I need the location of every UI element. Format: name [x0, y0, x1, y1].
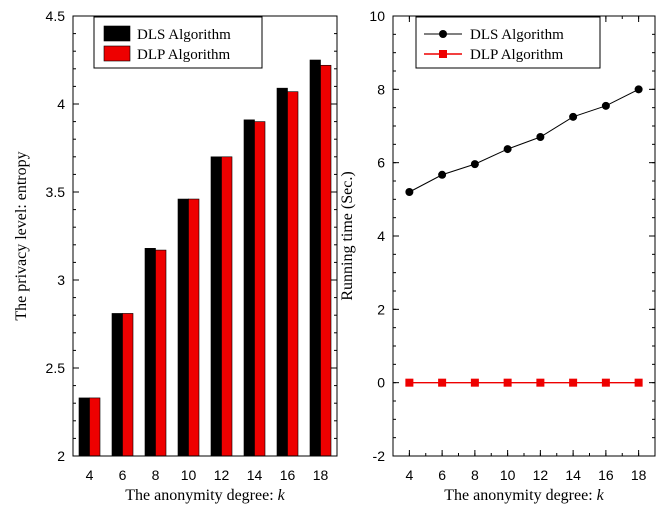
- right-y-tick-label: -2: [373, 448, 386, 464]
- left-x-axis-label-main: The anonymity degree:: [125, 487, 277, 504]
- left-plot-frame: [72, 15, 338, 457]
- left-y-tick-label: 2.5: [46, 360, 66, 376]
- legend-marker-dlp: [439, 50, 447, 58]
- bar-dlp-k14: [254, 121, 266, 457]
- right-y-tick-label: 2: [377, 301, 385, 317]
- left-x-tick-label: 14: [247, 467, 263, 483]
- right-plot-frame: [392, 15, 656, 457]
- right-y-tick-label: 10: [369, 8, 385, 24]
- point-dlp-k6: [438, 378, 447, 387]
- bar-dls-k10: [177, 198, 189, 457]
- bar-dls-k18: [309, 59, 321, 457]
- right-x-tick-label: 4: [405, 467, 413, 483]
- left-y-tick-label: 3.5: [46, 184, 66, 200]
- series-line-dls: [409, 88, 639, 193]
- left-y-axis-ticks: 2 2.5 3 3.5 4 4.5: [46, 8, 337, 464]
- right-x-tick-label: 14: [565, 467, 581, 483]
- bar-dlp-k16: [287, 91, 299, 457]
- legend-label-dlp: DLP Algorithm: [137, 47, 231, 63]
- left-x-axis-label: The anonymity degree: k: [125, 487, 285, 504]
- bar-dls-k16: [276, 87, 288, 457]
- point-dls-k12: [536, 133, 545, 141]
- point-dls-k14: [569, 112, 578, 121]
- legend-swatch-dlp: [103, 45, 131, 62]
- right-x-tick-label: 6: [438, 467, 446, 483]
- running-time-line-chart: -2 0 2 4 6 8 10 4 6 8 10 12 14 16 18 The anonymity de…: [339, 8, 656, 504]
- bar-group: [78, 59, 332, 457]
- bar-dlp-k4: [89, 397, 101, 457]
- bar-dlp-k12: [221, 156, 233, 457]
- right-y-axis-label: Running time (Sec.): [339, 171, 356, 300]
- point-dls-k8: [470, 160, 479, 169]
- point-dls-k6: [438, 170, 447, 179]
- point-dls-k4: [405, 188, 414, 196]
- right-y-tick-label: 6: [377, 155, 385, 171]
- point-dls-k18: [634, 85, 643, 94]
- right-x-axis-label-var: k: [597, 487, 605, 504]
- left-x-tick-label: 6: [119, 467, 127, 483]
- legend-label-dls: DLS Algorithm: [470, 27, 564, 43]
- left-y-tick-label: 4: [57, 96, 65, 112]
- left-y-axis-label: The privacy level: entropy: [13, 151, 30, 320]
- right-y-tick-label: 8: [377, 81, 385, 97]
- right-x-axis-label-main: The anonymity degree:: [444, 487, 596, 504]
- left-x-tick-label: 4: [86, 467, 94, 483]
- point-dls-k16: [601, 101, 610, 110]
- point-dlp-k12: [536, 378, 545, 387]
- right-x-tick-label: 16: [598, 467, 614, 483]
- legend-label-dlp: DLP Algorithm: [470, 47, 564, 63]
- bar-dls-k12: [210, 156, 222, 457]
- right-x-axis-label: The anonymity degree: k: [444, 487, 604, 504]
- bar-dls-k14: [243, 119, 255, 457]
- bar-dlp-k10: [188, 198, 200, 457]
- left-x-axis-ticks: 4 6 8 10 12 14 16 18: [86, 467, 329, 483]
- left-x-tick-label: 8: [152, 467, 160, 483]
- right-y-tick-label: 0: [377, 375, 385, 391]
- point-dlp-k8: [470, 378, 479, 387]
- legend-marker-dls: [439, 30, 447, 38]
- bar-dlp-k18: [320, 64, 332, 457]
- left-x-tick-label: 18: [313, 467, 329, 483]
- point-dlp-k10: [503, 378, 512, 387]
- point-dlp-k14: [569, 378, 578, 387]
- left-x-tick-label: 16: [280, 467, 296, 483]
- left-legend: DLS Algorithm DLP Algorithm: [93, 16, 263, 69]
- right-y-tick-label: 4: [377, 228, 385, 244]
- right-x-axis-ticks: 4 6 8 10 12 14 16 18: [392, 16, 656, 483]
- left-y-tick-label: 4.5: [46, 8, 66, 24]
- entropy-bar-chart: 2 2.5 3 3.5 4 4.5 4 6 8 10 12 14 16 18 The anonymity…: [13, 8, 338, 504]
- left-x-tick-label: 10: [181, 467, 197, 483]
- left-x-tick-label: 12: [214, 467, 230, 483]
- bar-dls-k4: [78, 397, 90, 457]
- right-x-tick-label: 12: [533, 467, 549, 483]
- bar-dlp-k6: [122, 313, 134, 457]
- point-dlp-k4: [405, 378, 414, 387]
- point-dls-k10: [503, 145, 512, 154]
- right-x-tick-label: 18: [631, 467, 647, 483]
- right-y-axis-ticks: -2 0 2 4 6 8 10: [369, 8, 655, 464]
- left-y-tick-label: 2: [57, 448, 65, 464]
- right-x-tick-label: 8: [471, 467, 479, 483]
- right-x-tick-label: 10: [500, 467, 516, 483]
- point-dlp-k16: [601, 378, 610, 387]
- bar-dls-k6: [111, 313, 123, 457]
- bar-dlp-k8: [155, 249, 167, 457]
- line-group: [405, 85, 643, 387]
- legend-swatch-dls: [103, 25, 131, 42]
- left-y-tick-label: 3: [57, 272, 65, 288]
- right-legend: DLS Algorithm DLP Algorithm: [415, 16, 601, 69]
- right-legend-box: [415, 16, 601, 69]
- point-dlp-k18: [634, 378, 643, 387]
- bar-dls-k8: [144, 248, 156, 457]
- left-x-axis-label-var: k: [278, 487, 286, 504]
- legend-label-dls: DLS Algorithm: [137, 27, 231, 43]
